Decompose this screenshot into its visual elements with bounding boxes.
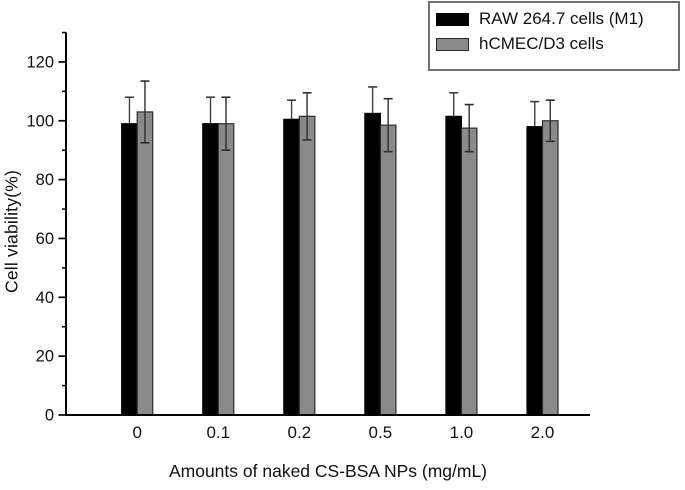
y-tick-label-80: 80: [36, 171, 54, 189]
legend-swatch-hcmec-cells-icon: [436, 37, 469, 51]
legend-item-hcmec-cells: hCMEC/D3 cells: [436, 33, 678, 55]
bar-0.1-hcmec: [217, 123, 235, 416]
bar-2.0-hcmec: [541, 120, 559, 416]
y-tick-label-0: 0: [45, 407, 54, 425]
x-tick-label-0.5: 0.5: [369, 423, 393, 442]
bar-1.0-hcmec: [460, 127, 478, 416]
bar-0.1-raw: [202, 123, 219, 416]
x-axis-title: Amounts of naked CS-BSA NPs (mg/mL): [168, 461, 488, 481]
legend-label-hcmec-cells: hCMEC/D3 cells: [479, 34, 604, 53]
y-tick-label-100: 100: [26, 112, 54, 130]
bar-0-raw: [121, 123, 138, 416]
bar-0.5-raw: [364, 112, 381, 416]
bar-0.2-hcmec: [298, 115, 316, 416]
bar-0-hcmec: [136, 111, 154, 416]
y-tick-label-40: 40: [36, 289, 54, 307]
y-tick-label-120: 120: [26, 53, 54, 71]
y-tick-label-20: 20: [36, 348, 54, 366]
legend-label-raw-cells: RAW 264.7 cells (M1): [479, 9, 644, 28]
legend: RAW 264.7 cells (M1) hCMEC/D3 cells: [428, 1, 680, 71]
legend-item-raw-cells: RAW 264.7 cells (M1): [436, 8, 678, 30]
bar-1.0-raw: [445, 115, 463, 416]
y-tick-label-60: 60: [36, 230, 54, 248]
x-tick-label-0.1: 0.1: [206, 423, 230, 442]
x-tick-label-1.0: 1.0: [450, 423, 474, 442]
legend-swatch-raw-cells-icon: [436, 12, 469, 26]
x-tick-label-0.2: 0.2: [287, 423, 311, 442]
y-axis-title: Cell viability(%): [1, 170, 22, 294]
bar-0.2-raw: [283, 118, 300, 416]
bar-2.0-raw: [526, 126, 544, 416]
x-tick-label-0: 0: [132, 423, 141, 442]
bar-0.5-hcmec: [379, 124, 397, 416]
x-tick-label-2.0: 2.0: [531, 423, 555, 442]
